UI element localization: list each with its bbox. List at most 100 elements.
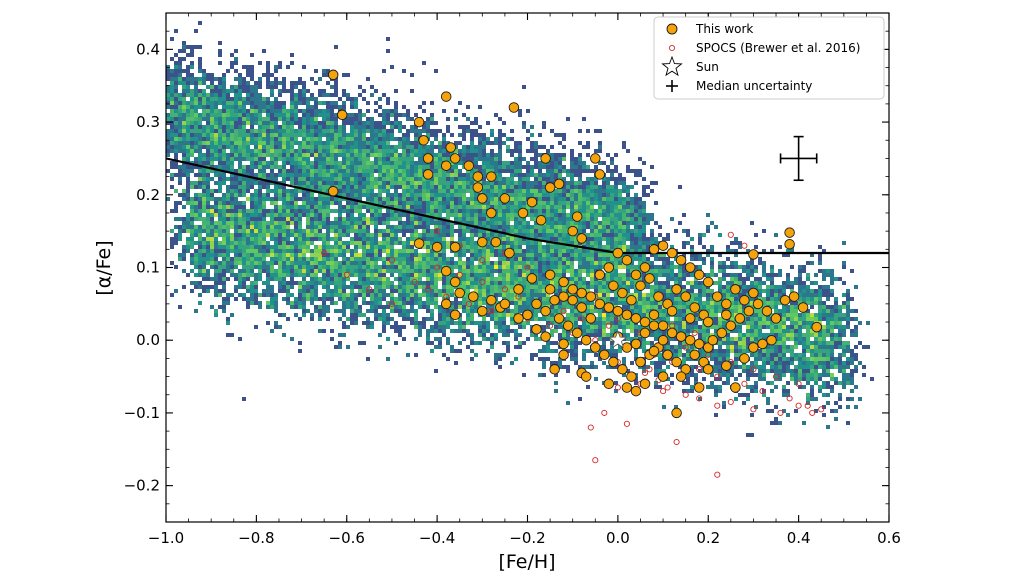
density-cell bbox=[506, 189, 510, 193]
density-cell bbox=[286, 113, 290, 117]
density-cell bbox=[546, 257, 550, 261]
density-cell bbox=[446, 185, 450, 189]
density-cell bbox=[350, 241, 354, 245]
density-cell bbox=[626, 197, 630, 201]
density-cell bbox=[370, 265, 374, 269]
density-cell bbox=[250, 161, 254, 165]
density-cell bbox=[306, 249, 310, 253]
density-cell bbox=[390, 225, 394, 229]
density-cell bbox=[210, 249, 214, 253]
density-cell bbox=[258, 229, 262, 233]
density-cell bbox=[246, 141, 250, 145]
density-cell bbox=[638, 173, 642, 177]
density-cell bbox=[322, 253, 326, 257]
density-cell bbox=[506, 229, 510, 233]
density-cell bbox=[390, 249, 394, 253]
density-cell bbox=[334, 177, 338, 181]
density-cell bbox=[570, 221, 574, 225]
density-cell bbox=[386, 161, 390, 165]
density-cell bbox=[462, 189, 466, 193]
density-cell bbox=[710, 249, 714, 253]
density-cell bbox=[274, 201, 278, 205]
density-cell bbox=[358, 141, 362, 145]
density-cell bbox=[442, 253, 446, 257]
density-cell bbox=[286, 129, 290, 133]
density-cell bbox=[286, 161, 290, 165]
density-cell bbox=[562, 197, 566, 201]
density-cell bbox=[466, 281, 470, 285]
density-cell bbox=[350, 133, 354, 137]
density-cell bbox=[462, 137, 466, 141]
density-cell bbox=[646, 261, 650, 265]
density-cell bbox=[298, 197, 302, 201]
density-cell bbox=[302, 201, 306, 205]
density-cell bbox=[486, 281, 490, 285]
density-cell bbox=[386, 121, 390, 125]
density-cell bbox=[242, 77, 246, 81]
density-cell bbox=[434, 273, 438, 277]
density-cell bbox=[314, 133, 318, 137]
density-cell bbox=[278, 65, 282, 69]
density-cell bbox=[374, 237, 378, 241]
density-cell bbox=[630, 233, 634, 237]
density-cell bbox=[226, 237, 230, 241]
density-cell bbox=[282, 181, 286, 185]
density-cell bbox=[198, 177, 202, 181]
density-cell bbox=[586, 201, 590, 205]
density-cell bbox=[466, 265, 470, 269]
density-cell bbox=[186, 77, 190, 81]
density-cell bbox=[434, 229, 438, 233]
density-cell bbox=[430, 129, 434, 133]
density-cell bbox=[394, 109, 398, 113]
density-cell bbox=[498, 193, 502, 197]
density-cell bbox=[286, 121, 290, 125]
density-cell bbox=[242, 97, 246, 101]
density-cell bbox=[358, 217, 362, 221]
density-cell bbox=[222, 253, 226, 257]
density-cell bbox=[582, 165, 586, 169]
density-cell bbox=[358, 205, 362, 209]
density-cell bbox=[338, 149, 342, 153]
density-cell bbox=[194, 81, 198, 85]
density-cell bbox=[298, 241, 302, 245]
density-cell bbox=[382, 137, 386, 141]
density-cell bbox=[538, 193, 542, 197]
density-cell bbox=[430, 233, 434, 237]
density-cell bbox=[218, 173, 222, 177]
density-cell bbox=[486, 253, 490, 257]
density-cell bbox=[394, 113, 398, 117]
density-cell bbox=[430, 209, 434, 213]
density-cell bbox=[454, 253, 458, 257]
density-cell bbox=[506, 273, 510, 277]
density-cell bbox=[614, 197, 618, 201]
density-cell bbox=[542, 125, 546, 129]
density-cell bbox=[654, 253, 658, 257]
density-cell bbox=[570, 157, 574, 161]
density-cell bbox=[234, 193, 238, 197]
density-cell bbox=[526, 177, 530, 181]
density-cell bbox=[458, 193, 462, 197]
density-cell bbox=[210, 253, 214, 257]
density-cell bbox=[418, 217, 422, 221]
density-cell bbox=[222, 229, 226, 233]
density-cell bbox=[426, 185, 430, 189]
density-cell bbox=[542, 173, 546, 177]
density-cell bbox=[374, 205, 378, 209]
density-cell bbox=[254, 129, 258, 133]
density-cell bbox=[214, 273, 218, 277]
density-cell bbox=[434, 253, 438, 257]
density-cell bbox=[482, 181, 486, 185]
density-cell bbox=[194, 109, 198, 113]
density-cell bbox=[458, 225, 462, 229]
density-cell bbox=[606, 153, 610, 157]
density-cell bbox=[494, 197, 498, 201]
density-cell bbox=[230, 129, 234, 133]
density-cell bbox=[234, 253, 238, 257]
density-cell bbox=[442, 237, 446, 241]
density-cell bbox=[622, 241, 626, 245]
density-cell bbox=[606, 217, 610, 221]
density-cell bbox=[378, 137, 382, 141]
density-cell bbox=[542, 177, 546, 181]
density-cell bbox=[378, 189, 382, 193]
density-cell bbox=[218, 197, 222, 201]
